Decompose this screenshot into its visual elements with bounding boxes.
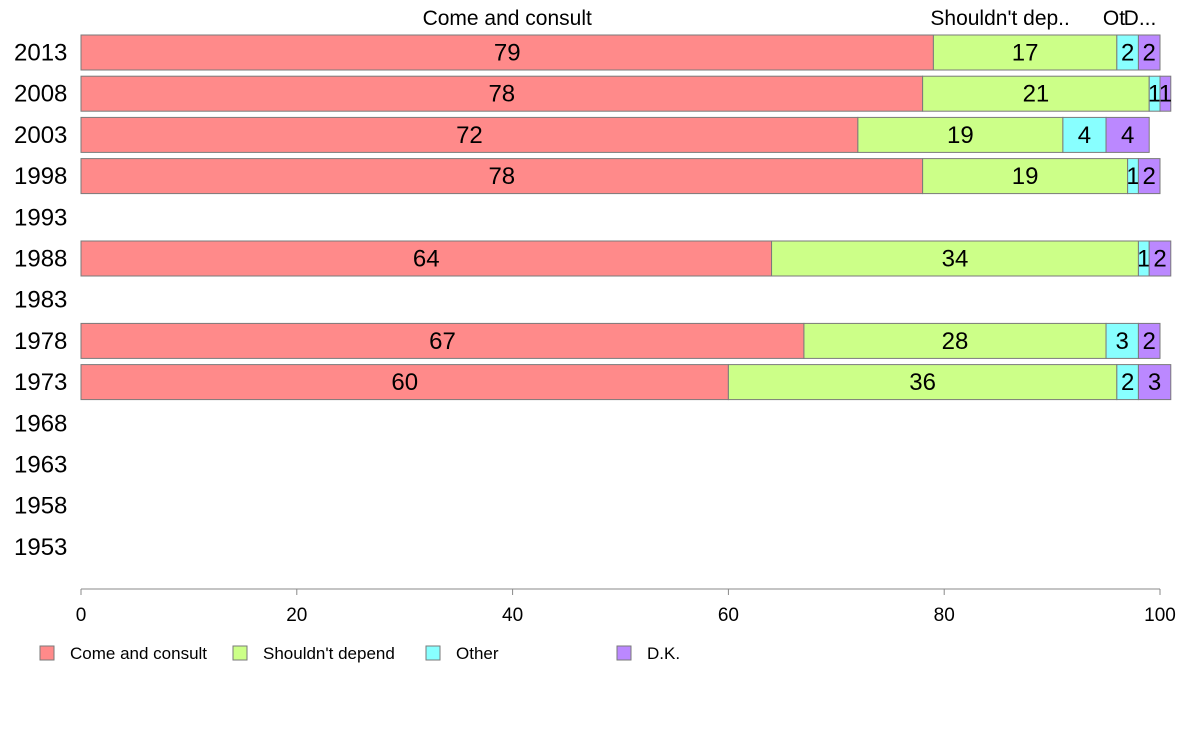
legend-label: Come and consult xyxy=(70,644,207,663)
y-tick-label: 1953 xyxy=(14,534,67,561)
x-tick-label: 100 xyxy=(1144,605,1176,626)
data-label: 19 xyxy=(947,122,974,149)
data-label: 17 xyxy=(1012,40,1039,67)
y-tick-label: 1958 xyxy=(14,493,67,520)
y-tick-label: 1978 xyxy=(14,328,67,355)
data-label: 34 xyxy=(942,246,969,273)
data-label: 2 xyxy=(1121,40,1134,67)
legend-label: D.K. xyxy=(647,644,680,663)
y-tick-label: 1968 xyxy=(14,410,67,437)
bar-segment xyxy=(1148,240,1172,277)
data-label: 1 xyxy=(1126,163,1139,190)
legend-label: Shouldn't depend xyxy=(263,644,395,663)
bar-segment xyxy=(727,364,1118,401)
bar-segment xyxy=(1137,158,1161,195)
y-tick-label: 1963 xyxy=(14,452,67,479)
data-label: 1 xyxy=(1148,81,1161,108)
bar-segment xyxy=(922,158,1129,195)
bar-segment xyxy=(80,116,859,153)
data-label: 4 xyxy=(1078,122,1091,149)
legend-swatch xyxy=(425,645,441,661)
bar-segment xyxy=(1105,322,1139,359)
data-label: 28 xyxy=(942,328,969,355)
bar-segment xyxy=(857,116,1064,153)
y-tick-label: 1988 xyxy=(14,246,67,273)
bar-segment xyxy=(80,34,934,71)
segment-header: D... xyxy=(1124,7,1157,30)
legend-swatch xyxy=(232,645,248,661)
data-label: 2 xyxy=(1121,369,1134,396)
data-label: 1 xyxy=(1137,246,1150,273)
legend-label: Other xyxy=(456,644,499,663)
bar-segment xyxy=(1137,364,1172,401)
segment-header: Ot xyxy=(1103,7,1125,30)
data-label: 2 xyxy=(1143,40,1156,67)
bar-segment xyxy=(80,158,924,195)
data-label: 3 xyxy=(1148,369,1161,396)
segment-header: Shouldn't dep.. xyxy=(930,7,1069,30)
y-tick-label: 2008 xyxy=(14,81,67,108)
y-tick-label: 2013 xyxy=(14,40,67,67)
legend-swatch xyxy=(39,645,55,661)
legend-swatch xyxy=(616,645,632,661)
bar-segment xyxy=(80,322,805,359)
bar-segment xyxy=(932,34,1118,71)
data-label: 60 xyxy=(391,369,418,396)
data-label: 2 xyxy=(1143,328,1156,355)
data-label: 67 xyxy=(429,328,456,355)
bar-segment xyxy=(771,240,1139,277)
data-label: 78 xyxy=(488,163,515,190)
y-tick-label: 1998 xyxy=(14,163,67,190)
segment-header: Come and consult xyxy=(423,7,592,30)
x-tick-label: 40 xyxy=(502,605,523,626)
x-tick-label: 80 xyxy=(934,605,955,626)
bar-segment xyxy=(1105,116,1150,153)
y-tick-label: 2003 xyxy=(14,122,67,149)
bar-segment xyxy=(922,75,1150,112)
bar-segment xyxy=(803,322,1107,359)
data-label: 19 xyxy=(1012,163,1039,190)
y-tick-label: 1973 xyxy=(14,369,67,396)
bar-segment xyxy=(1159,75,1172,112)
x-tick-label: 0 xyxy=(76,605,87,626)
data-label: 3 xyxy=(1116,328,1129,355)
data-label: 64 xyxy=(413,246,440,273)
data-label: 72 xyxy=(456,122,483,149)
data-label: 36 xyxy=(909,369,936,396)
x-tick-label: 60 xyxy=(718,605,739,626)
x-tick-label: 20 xyxy=(286,605,307,626)
y-tick-label: 1983 xyxy=(14,287,67,314)
data-label: 2 xyxy=(1143,163,1156,190)
data-label: 78 xyxy=(488,81,515,108)
bar-segment xyxy=(80,240,773,277)
data-label: 79 xyxy=(494,40,521,67)
data-label: 21 xyxy=(1023,81,1050,108)
bar-segment xyxy=(1062,116,1107,153)
data-label: 4 xyxy=(1121,122,1134,149)
data-label: 2 xyxy=(1153,246,1166,273)
y-tick-label: 1993 xyxy=(14,204,67,231)
bar-segment xyxy=(1137,322,1161,359)
data-label: 1 xyxy=(1159,81,1172,108)
bar-segment xyxy=(1137,34,1161,71)
